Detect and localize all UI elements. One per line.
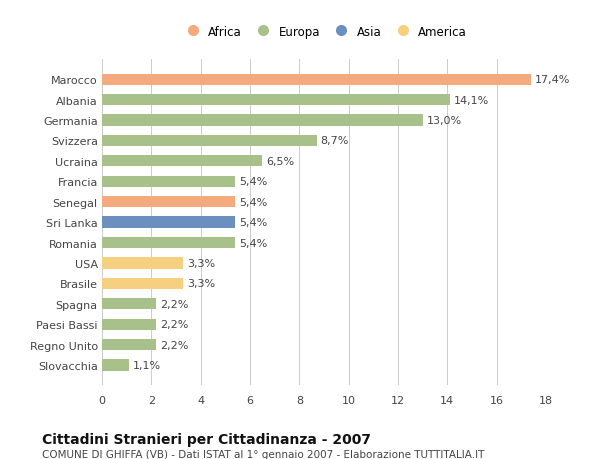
Text: 6,5%: 6,5% [266,157,294,167]
Bar [102,359,129,371]
Text: 3,3%: 3,3% [187,258,215,269]
Bar [102,135,317,147]
Bar [102,196,235,208]
Bar [102,278,184,289]
Text: 2,2%: 2,2% [160,299,188,309]
Bar [102,95,450,106]
Text: 8,7%: 8,7% [320,136,349,146]
Text: 2,2%: 2,2% [160,319,188,330]
Bar [102,156,262,167]
Text: 5,4%: 5,4% [239,177,267,187]
Bar [102,319,156,330]
Bar [102,258,184,269]
Text: COMUNE DI GHIFFA (VB) - Dati ISTAT al 1° gennaio 2007 - Elaborazione TUTTITALIA.: COMUNE DI GHIFFA (VB) - Dati ISTAT al 1°… [42,449,484,459]
Text: 3,3%: 3,3% [187,279,215,289]
Bar [102,217,235,228]
Bar [102,298,156,310]
Text: 1,1%: 1,1% [133,360,161,370]
Text: Cittadini Stranieri per Cittadinanza - 2007: Cittadini Stranieri per Cittadinanza - 2… [42,432,371,446]
Legend: Africa, Europa, Asia, America: Africa, Europa, Asia, America [179,23,469,41]
Text: 5,4%: 5,4% [239,218,267,228]
Text: 2,2%: 2,2% [160,340,188,350]
Bar [102,115,422,126]
Bar [102,339,156,350]
Bar [102,176,235,187]
Text: 5,4%: 5,4% [239,197,267,207]
Text: 17,4%: 17,4% [535,75,570,85]
Bar [102,74,531,86]
Text: 13,0%: 13,0% [427,116,461,126]
Text: 14,1%: 14,1% [454,95,489,106]
Text: 5,4%: 5,4% [239,238,267,248]
Bar [102,237,235,249]
